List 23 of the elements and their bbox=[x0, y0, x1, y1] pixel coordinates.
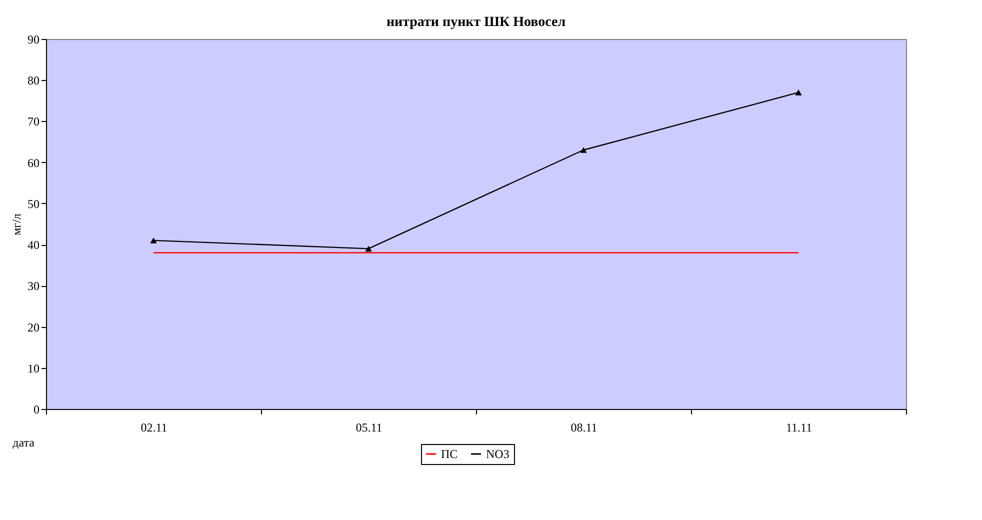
y-tick-label: 30 bbox=[28, 279, 40, 294]
x-tick-label: 11.11 bbox=[786, 420, 812, 434]
y-tick-label: 10 bbox=[28, 361, 40, 376]
y-axis-title: мг/л bbox=[10, 214, 24, 236]
y-tick-label: 40 bbox=[28, 238, 40, 252]
x-axis-title: дата bbox=[12, 436, 36, 450]
x-tick-label: 08.11 bbox=[570, 420, 598, 434]
chart-title: нитрати пункт ШК Новосел bbox=[386, 15, 566, 30]
point bbox=[150, 238, 157, 244]
y-tick-label: 70 bbox=[28, 114, 40, 129]
point bbox=[580, 147, 587, 153]
y-tick-label: 20 bbox=[28, 320, 40, 334]
y-tick-label: 90 bbox=[28, 32, 40, 46]
point bbox=[365, 246, 372, 252]
y-tick-label: 60 bbox=[28, 156, 40, 170]
x-tick-label: 05.11 bbox=[356, 420, 382, 434]
legend-label: ПС bbox=[441, 447, 458, 461]
legend-label: NO3 bbox=[486, 447, 510, 461]
y-tick-label: 80 bbox=[28, 74, 40, 88]
y-tick-label: 0 bbox=[34, 402, 40, 416]
x-tick-label: 02.11 bbox=[140, 420, 168, 434]
y-tick-label: 50 bbox=[28, 196, 40, 211]
point bbox=[795, 90, 802, 96]
